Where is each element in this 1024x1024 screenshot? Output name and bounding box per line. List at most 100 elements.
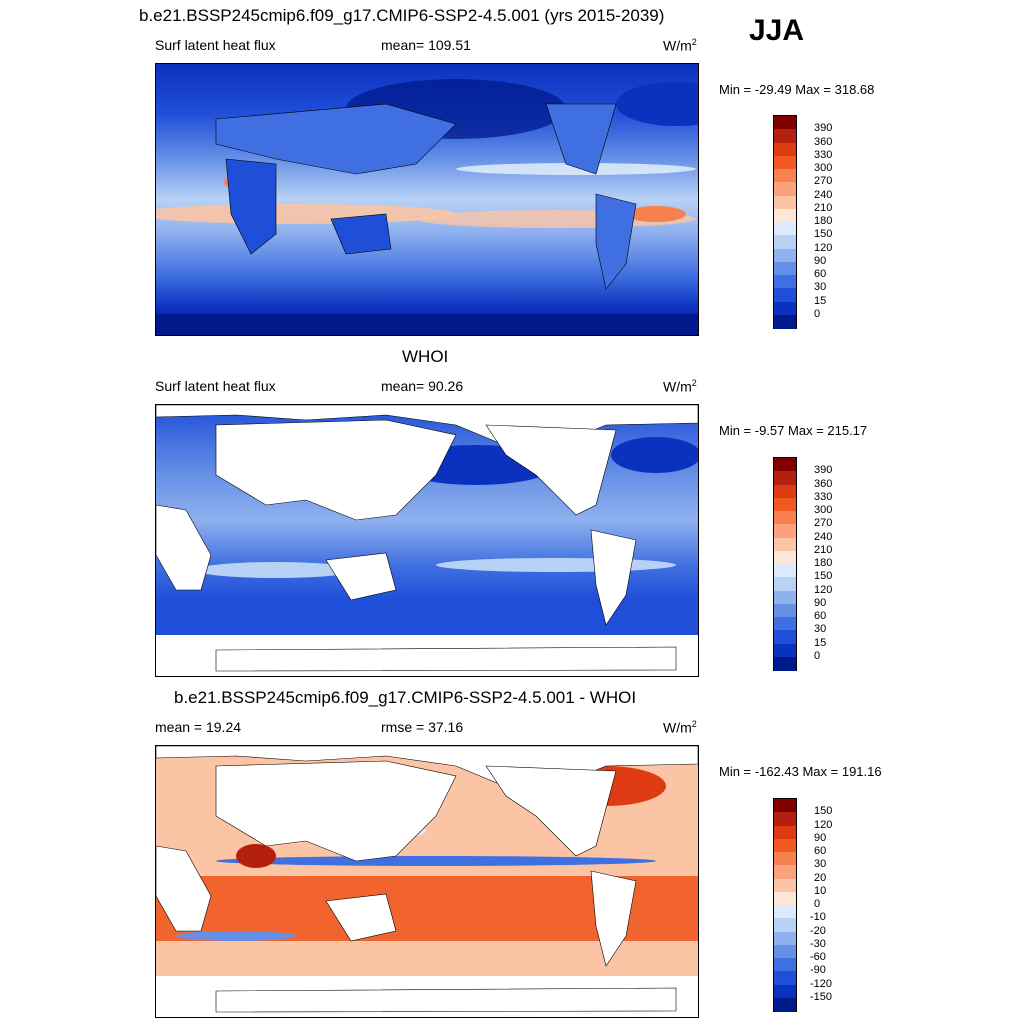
- colorbar-swatch: [774, 550, 796, 565]
- colorbar-swatch: [774, 288, 796, 302]
- colorbar-tick-label: -90: [810, 964, 826, 977]
- colorbar-tick-label: -60: [810, 951, 826, 963]
- colorbar-swatch: [774, 169, 796, 183]
- colorbar-swatch: [774, 235, 796, 249]
- colorbar-tick-label: 15: [814, 636, 827, 649]
- colorbar-tick-label: 210: [814, 543, 833, 556]
- colorbar-swatch: [774, 812, 796, 826]
- panel-3-minmax: Min = -162.43 Max = 191.16: [719, 764, 882, 779]
- colorbar-tick-label: 210: [814, 201, 833, 214]
- colorbar-tick-label: -120: [810, 977, 833, 990]
- colorbar-tick-label: 90: [814, 596, 827, 609]
- colorbar-swatch: [774, 656, 796, 671]
- colorbar-tick-label: 30: [814, 623, 827, 636]
- colorbar-swatch: [774, 984, 796, 999]
- colorbar-tick-label: 300: [814, 162, 833, 174]
- colorbar-swatch: [774, 208, 796, 223]
- panel-2-mean-label: mean= 90.26: [381, 378, 464, 394]
- colorbar-tick-label: -30: [810, 937, 826, 950]
- colorbar-swatch: [774, 997, 796, 1012]
- colorbar-swatch: [774, 222, 796, 236]
- colorbar-swatch: [774, 116, 796, 130]
- colorbar-tick-label: 270: [814, 517, 833, 530]
- colorbar-swatch: [774, 799, 796, 813]
- panel-1-mean-label: mean= 109.51: [381, 37, 471, 53]
- panel-2-map: [155, 404, 699, 677]
- colorbar-swatch: [774, 931, 796, 946]
- panel-1-units-label: W/m2: [663, 37, 697, 54]
- panel-3-rmse-label: rmse = 37.16: [381, 719, 464, 735]
- colorbar-swatch: [774, 458, 796, 472]
- colorbar-swatch: [774, 248, 796, 263]
- colorbar-tick-label: 390: [814, 464, 833, 477]
- colorbar-tick-label: 150: [814, 570, 833, 583]
- colorbar-swatch: [774, 511, 796, 525]
- colorbar-swatch: [774, 590, 796, 605]
- colorbar-swatch: [774, 643, 796, 658]
- colorbar-swatch: [774, 314, 796, 329]
- colorbar-tick-label: 240: [814, 188, 833, 201]
- colorbar-swatch: [774, 852, 796, 866]
- colorbar-swatch: [774, 944, 796, 959]
- panel-2-minmax: Min = -9.57 Max = 215.17: [719, 423, 868, 438]
- colorbar-swatch: [774, 878, 796, 893]
- colorbar-swatch: [774, 182, 796, 196]
- colorbar-swatch: [774, 129, 796, 143]
- colorbar-tick-label: 360: [814, 477, 833, 490]
- colorbar-tick-label: 330: [814, 490, 833, 503]
- colorbar-tick-label: 390: [814, 122, 833, 135]
- colorbar-tick-label: 90: [814, 254, 827, 267]
- colorbar-tick-label: 0: [814, 307, 821, 320]
- colorbar-tick-label: 15: [814, 294, 827, 307]
- colorbar-tick-label: 120: [814, 241, 833, 254]
- colorbar-tick-label: 60: [814, 268, 827, 280]
- colorbar-swatch: [774, 603, 796, 618]
- colorbar-swatch: [774, 918, 796, 932]
- colorbar-swatch: [774, 958, 796, 972]
- colorbar-tick-label: -10: [810, 911, 826, 924]
- colorbar-swatch: [774, 471, 796, 485]
- colorbar-tick-label: 120: [814, 583, 833, 596]
- colorbar-swatch: [774, 564, 796, 578]
- colorbar-swatch: [774, 261, 796, 276]
- colorbar-tick-label: 270: [814, 175, 833, 188]
- colorbar-swatch: [774, 630, 796, 644]
- panel-2-variable-label: Surf latent heat flux: [155, 378, 276, 394]
- colorbar-swatch: [774, 537, 796, 552]
- panel-1-variable-label: Surf latent heat flux: [155, 37, 276, 53]
- season-label: JJA: [749, 14, 805, 47]
- panel-1-colorbar: 390 360 330 300 270 240 210 180 150 120 90 60 30 15 0: [773, 115, 832, 329]
- colorbar-swatch: [774, 891, 796, 906]
- panel-1-map: [155, 63, 699, 336]
- panel-3-title: b.e21.BSSP245cmip6.f09_g17.CMIP6-SSP2-4.…: [174, 688, 637, 707]
- colorbar-tick-label: 150: [814, 805, 833, 818]
- colorbar-tick-label: -20: [810, 924, 826, 937]
- panel-2-units-label: W/m2: [663, 378, 697, 395]
- colorbar-swatch: [774, 195, 796, 210]
- colorbar-swatch: [774, 617, 796, 631]
- colorbar-swatch: [774, 825, 796, 840]
- colorbar-tick-label: 330: [814, 148, 833, 161]
- colorbar-tick-label: -150: [810, 990, 833, 1003]
- panel-2-title: WHOI: [402, 347, 449, 366]
- colorbar-swatch: [774, 155, 796, 170]
- colorbar-tick-label: 10: [814, 884, 827, 897]
- colorbar-tick-label: 120: [814, 818, 833, 831]
- colorbar-swatch: [774, 905, 796, 919]
- panel-3-mean-label: mean = 19.24: [155, 719, 242, 735]
- panel-3-map: [155, 745, 699, 1018]
- colorbar-swatch: [774, 524, 796, 538]
- colorbar-tick-label: 180: [814, 557, 833, 569]
- colorbar-tick-label: 240: [814, 530, 833, 543]
- colorbar-tick-label: 180: [814, 215, 833, 227]
- panel-2-colorbar: 390 360 330 300 270 240 210 180 150 120 90 60 30 15 0: [773, 457, 832, 671]
- colorbar-swatch: [774, 971, 796, 985]
- colorbar-swatch: [774, 301, 796, 316]
- colorbar-tick-label: 30: [814, 281, 827, 294]
- colorbar-tick-label: 150: [814, 228, 833, 241]
- panel-3-colorbar: 150 120 90 60 30 20 10 0 -10 -20 -30 -60 -90 -120 -150: [773, 798, 832, 1012]
- colorbar-swatch: [774, 142, 796, 157]
- colorbar-tick-label: 300: [814, 504, 833, 516]
- panel-1-title: b.e21.BSSP245cmip6.f09_g17.CMIP6-SSP2-4.…: [139, 6, 665, 25]
- colorbar-tick-label: 0: [814, 649, 821, 662]
